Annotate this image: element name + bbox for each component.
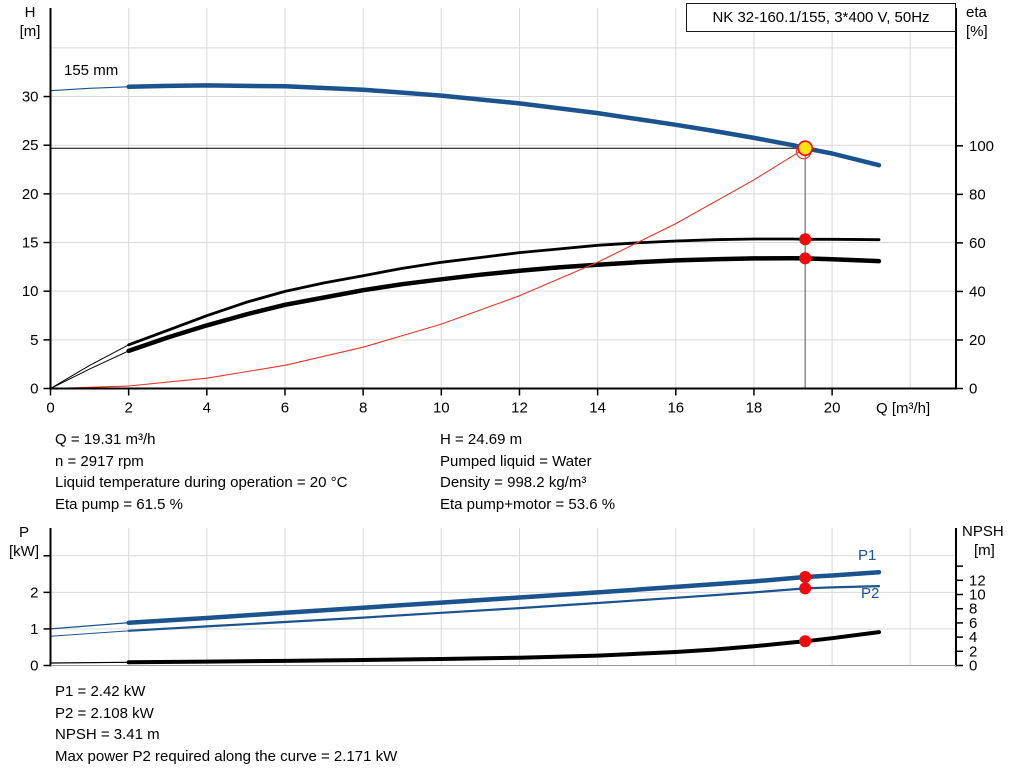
eta-pump-curve: [50, 344, 130, 389]
x-tick-label: 0: [46, 400, 54, 417]
y-tick-label: 25: [22, 137, 39, 154]
pump-head-155mm-curve: [126, 83, 882, 168]
y-tick-label: 10: [22, 283, 39, 300]
eta-axis-title: eta [%]: [966, 3, 988, 41]
y2-tick-label: 80: [969, 186, 986, 203]
info-pumped-liquid: Pumped liquid = Water: [440, 452, 592, 470]
eta-pump-motor-point: [799, 252, 812, 265]
npsh-axis-unit: [m]: [974, 542, 995, 559]
h-axis-symbol: H: [24, 4, 36, 21]
npsh-curve: [126, 630, 881, 665]
result-info: P1 = 2.42 kW P2 = 2.108 kW NPSH = 3.41 m…: [55, 681, 397, 767]
x-tick-label: 8: [359, 400, 367, 417]
duty-point[interactable]: [797, 140, 813, 157]
p-axis-symbol: P: [18, 524, 29, 541]
x-tick-label: 12: [511, 400, 528, 417]
npsh-axis-title: NPSH [m]: [962, 522, 1004, 560]
p2-curve-label: P2: [861, 585, 880, 602]
y2-tick-label: 20: [969, 332, 986, 349]
y2-tick-label: 0: [969, 658, 977, 675]
eta-axis-symbol: eta: [966, 4, 987, 21]
y-tick-label: 5: [30, 332, 38, 349]
y2-tick-label: 2: [969, 643, 977, 660]
pump-head-155mm-curve: [49, 86, 130, 92]
y2-tick-label: 6: [969, 615, 977, 632]
p1-curve: [126, 569, 882, 625]
eta-pump-motor-curve: [50, 350, 130, 389]
y2-tick-label: 12: [969, 572, 986, 589]
npsh-axis-symbol: NPSH: [962, 523, 1004, 540]
h-axis-unit: [m]: [19, 23, 41, 40]
npsh-point: [799, 635, 812, 648]
info-max-power: Max power P2 required along the curve = …: [55, 747, 398, 765]
info-liquid-temperature: Liquid temperature during operation = 20…: [55, 474, 348, 491]
y-tick-label: 15: [22, 235, 39, 252]
p1-curve: [49, 622, 130, 630]
info-eta-pump-motor: Eta pump+motor = 53.6 %: [440, 495, 616, 513]
h-axis-title: H [m]: [8, 3, 52, 41]
p2-curve: [50, 630, 130, 637]
y-tick-label: 2: [30, 584, 38, 601]
impeller-size-label: 155 mm: [64, 62, 119, 79]
info-npsh: NPSH = 3.41 m: [55, 726, 160, 743]
y-tick-label: 30: [22, 89, 39, 106]
y-tick-label: 0: [30, 658, 38, 675]
eta-axis-unit: [%]: [966, 23, 988, 40]
info-density: Density = 998.2 kg/m³: [440, 474, 587, 491]
y2-tick-label: 4: [969, 629, 977, 646]
x-tick-label: 14: [589, 400, 606, 417]
info-speed: n = 2917 rpm: [55, 452, 144, 470]
y2-tick-label: 40: [969, 283, 986, 300]
info-head: H = 24.69 m: [440, 431, 523, 448]
y2-tick-label: 60: [969, 235, 986, 252]
y2-tick-label: 0: [969, 381, 977, 398]
p2-point: [799, 582, 812, 595]
x-tick-label: 2: [124, 400, 132, 417]
pump-title-box: NK 32-160.1/155, 3*400 V, 50Hz: [686, 3, 956, 32]
x-tick-label: 16: [667, 400, 684, 417]
p-axis-title: P [kW]: [0, 523, 48, 561]
x-tick-label: 18: [746, 400, 763, 417]
p-axis-unit: [kW]: [9, 543, 39, 560]
p1-point: [799, 571, 812, 584]
y2-tick-label: 8: [969, 601, 977, 618]
npsh-curve: [49, 661, 130, 664]
info-flow: Q = 19.31 m³/h: [55, 431, 156, 448]
x-tick-label: 20: [824, 400, 841, 417]
eta-pump-motor-curve: [126, 255, 882, 354]
y-tick-label: 20: [22, 186, 39, 203]
p1-curve-label: P1: [858, 547, 877, 564]
x-tick-label: 6: [281, 400, 289, 417]
eta-pump-curve: [127, 237, 881, 347]
y-tick-label: 1: [30, 621, 38, 638]
info-eta-pump: Eta pump = 61.5 %: [55, 495, 183, 513]
system-curve-curve: [49, 147, 806, 390]
y-tick-label: 0: [30, 381, 38, 398]
eta-pump-point: [799, 233, 812, 246]
y2-tick-label: 10: [969, 587, 986, 604]
info-p2: P2 = 2.108 kW: [55, 704, 154, 722]
y2-tick-label: 100: [969, 138, 994, 155]
operating-info-right: H = 24.69 m Pumped liquid = Water Densit…: [440, 429, 615, 515]
x-tick-label: 10: [433, 400, 450, 417]
q-axis-label: Q [m³/h]: [876, 400, 931, 417]
info-p1: P1 = 2.42 kW: [55, 683, 146, 700]
x-tick-label: 4: [203, 400, 211, 417]
operating-info-left: Q = 19.31 m³/h n = 2917 rpm Liquid tempe…: [55, 429, 347, 515]
